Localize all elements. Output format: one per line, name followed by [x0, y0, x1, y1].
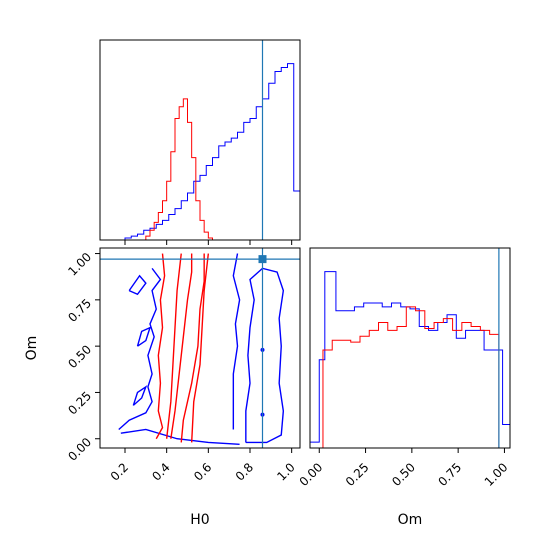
contour-red-7: [165, 253, 182, 439]
contour-truth-marker: [258, 255, 267, 264]
contour-red-6: [170, 253, 193, 439]
hist-H0-series-blue: [100, 63, 301, 241]
hist-H0-series-red: [145, 98, 213, 240]
hist-Om-series-red: [319, 306, 505, 449]
contour-blue-10: [132, 385, 148, 406]
contour-H0-Om-frame: [99, 247, 301, 449]
contour-blue-3: [232, 253, 241, 430]
contour-H0-Om-xlabel: H0: [190, 512, 209, 528]
contour-H0-Om-ylabel: Om: [24, 336, 40, 361]
contour-blue-11: [136, 326, 152, 347]
contour-blue-0: [245, 267, 285, 444]
hist-Om-series-blue: [309, 271, 511, 448]
contour-blue-1: [118, 267, 162, 431]
hist-Om-frame: [309, 247, 511, 449]
contour-blue-2: [120, 428, 240, 445]
panel-hist-H0: [99, 39, 301, 245]
hist-H0-frame: [99, 39, 301, 241]
hist-Om-xlabel: Om: [398, 512, 423, 528]
contour-blue-9: [128, 274, 147, 296]
contour-red-5: [180, 253, 205, 443]
contour-red-4: [155, 253, 166, 440]
contour-red-8: [190, 253, 210, 443]
